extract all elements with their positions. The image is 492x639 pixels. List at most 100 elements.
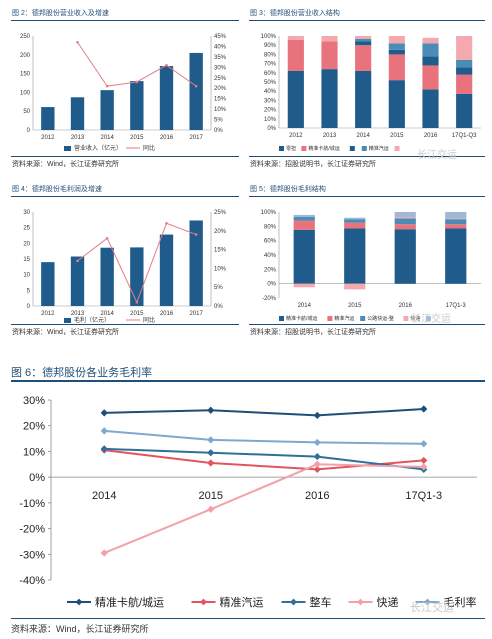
legend-swatch bbox=[327, 316, 333, 321]
y2-tick-label: 5% bbox=[214, 118, 223, 124]
bar bbox=[100, 247, 114, 306]
legend-swatch bbox=[279, 146, 284, 151]
bar-segment bbox=[293, 217, 315, 221]
bar-segment bbox=[445, 228, 467, 284]
x-tick-label: 2015 bbox=[199, 490, 223, 502]
y2-tick-label: 0% bbox=[214, 128, 223, 134]
legend-label: 快递 bbox=[410, 315, 420, 322]
bar-segment bbox=[394, 217, 416, 219]
x-tick-label: 2015 bbox=[390, 133, 404, 139]
legend-swatch bbox=[64, 146, 71, 151]
y-tick-label: 0% bbox=[29, 472, 45, 484]
title-rule bbox=[249, 20, 485, 21]
line-point bbox=[135, 80, 139, 84]
x-tick-label: 2016 bbox=[305, 490, 329, 502]
line-point bbox=[165, 221, 168, 225]
chart-source: 资料来源：招股说明书，长江证券研究所 bbox=[250, 329, 376, 336]
bar-segment bbox=[388, 54, 405, 81]
title-rule bbox=[249, 196, 485, 197]
y-tick-label: 0 bbox=[27, 128, 31, 134]
line-point bbox=[76, 40, 79, 44]
legend-swatch bbox=[403, 316, 409, 321]
y-tick-label: 5 bbox=[27, 288, 31, 294]
x-tick-label: 2014 bbox=[298, 303, 312, 309]
title-rule bbox=[11, 380, 485, 382]
legend-swatch bbox=[349, 146, 355, 151]
bar-segment bbox=[293, 229, 315, 284]
bar-segment bbox=[445, 212, 467, 219]
bar-segment bbox=[394, 218, 416, 225]
gross-profit-panel: 图 4：德邦股份毛利润及增速 0 5 10 15 20 25 30 0% 5% 10% 15% 20%… bbox=[11, 184, 239, 344]
bar-segment bbox=[287, 36, 304, 40]
bar-segment bbox=[287, 39, 304, 71]
y-tick-label: 15 bbox=[23, 257, 30, 263]
chart-source: 资料来源：招股说明书，长江证券研究所 bbox=[250, 161, 376, 168]
legend-label: 公路快运-整 bbox=[367, 315, 394, 322]
series-line bbox=[104, 408, 424, 417]
revenue-chart: 0 50 100 150 200 250 0% 5% 10% 15% 20% 25% 30% 35% 40%… bbox=[20, 34, 227, 152]
y-tick-label: 20 bbox=[23, 241, 30, 247]
y-tick-label: -30% bbox=[19, 549, 45, 561]
y-tick-label: 25 bbox=[23, 226, 30, 232]
x-tick-label: 2015 bbox=[130, 311, 144, 317]
y-tick-label: 70% bbox=[264, 62, 277, 68]
bar bbox=[41, 107, 55, 130]
line-point bbox=[100, 409, 108, 417]
bar bbox=[70, 97, 85, 130]
y-tick-label: 100 bbox=[20, 90, 31, 96]
bar-segment bbox=[445, 219, 467, 225]
x-tick-label: 17Q1-3 bbox=[446, 303, 467, 309]
bar-segment bbox=[456, 36, 473, 60]
x-tick-label: 2014 bbox=[92, 490, 116, 502]
y2-tick-label: 5% bbox=[214, 285, 223, 291]
bar-segment bbox=[293, 283, 315, 288]
y2-tick-label: 20% bbox=[214, 86, 227, 92]
chart-source: 资料来源：Wind，长江证券研究所 bbox=[12, 329, 119, 336]
bar-segment bbox=[394, 224, 416, 230]
bar-segment bbox=[388, 80, 405, 128]
bar-segment bbox=[445, 224, 467, 229]
bar bbox=[100, 90, 114, 130]
source-rule bbox=[11, 324, 239, 325]
line-point bbox=[420, 440, 428, 448]
legend-swatch bbox=[425, 316, 431, 321]
x-tick-label: 17Q1-3 bbox=[405, 490, 442, 502]
chart-title: 图 6：德邦股份各业务毛利率 bbox=[11, 367, 153, 379]
gross-profit-structure-chart: -20% 0% 20% 40% 60% 80% 100% 2014 2015 2016 17Q1-3… bbox=[261, 210, 481, 322]
y2-tick-label: 45% bbox=[214, 34, 227, 40]
series-line bbox=[104, 447, 424, 471]
bar-segment bbox=[344, 222, 366, 229]
line-point bbox=[194, 233, 198, 236]
y2-tick-label: 15% bbox=[214, 248, 227, 254]
bar-segment bbox=[394, 229, 416, 284]
source-rule bbox=[11, 618, 485, 619]
legend-label: 精准汽运 bbox=[369, 145, 389, 152]
bar-segment bbox=[388, 43, 405, 50]
y2-tick-label: 15% bbox=[214, 97, 227, 103]
line-point bbox=[313, 452, 321, 461]
legend-label: 精准卡航/城运 bbox=[286, 315, 317, 322]
y-tick-label: 10% bbox=[23, 446, 45, 458]
gross-profit-structure-panel: 图 5：德邦股份毛利结构 -20% 0% 20% 40% 60% 80% 100% 2014 2… bbox=[249, 184, 485, 344]
line-point bbox=[207, 505, 215, 513]
revenue-panel: 图 2：德邦股份营业收入及增速 0 50 100 150 200 250 0% 5% 10% 15… bbox=[11, 8, 239, 168]
y-tick-label: 60% bbox=[264, 239, 277, 245]
legend-label: 同比 bbox=[143, 316, 155, 324]
legend-marker bbox=[200, 598, 207, 606]
bar bbox=[130, 247, 144, 306]
y-tick-label: -10% bbox=[19, 498, 45, 510]
bar-segment bbox=[422, 65, 439, 90]
bar-segment bbox=[422, 43, 439, 57]
y-tick-label: 30% bbox=[23, 395, 45, 407]
y-tick-label: -40% bbox=[19, 575, 45, 587]
bar bbox=[159, 66, 174, 130]
y-tick-label: 0 bbox=[27, 304, 31, 310]
bar-segment bbox=[321, 36, 338, 42]
y-tick-label: 150 bbox=[20, 72, 31, 78]
y-tick-label: 80% bbox=[264, 52, 277, 58]
bar-segment bbox=[456, 67, 473, 75]
x-tick-label: 2015 bbox=[130, 135, 144, 141]
bar-segment bbox=[422, 56, 439, 66]
bar-segment bbox=[293, 214, 315, 218]
y-tick-label: -20% bbox=[19, 524, 45, 536]
